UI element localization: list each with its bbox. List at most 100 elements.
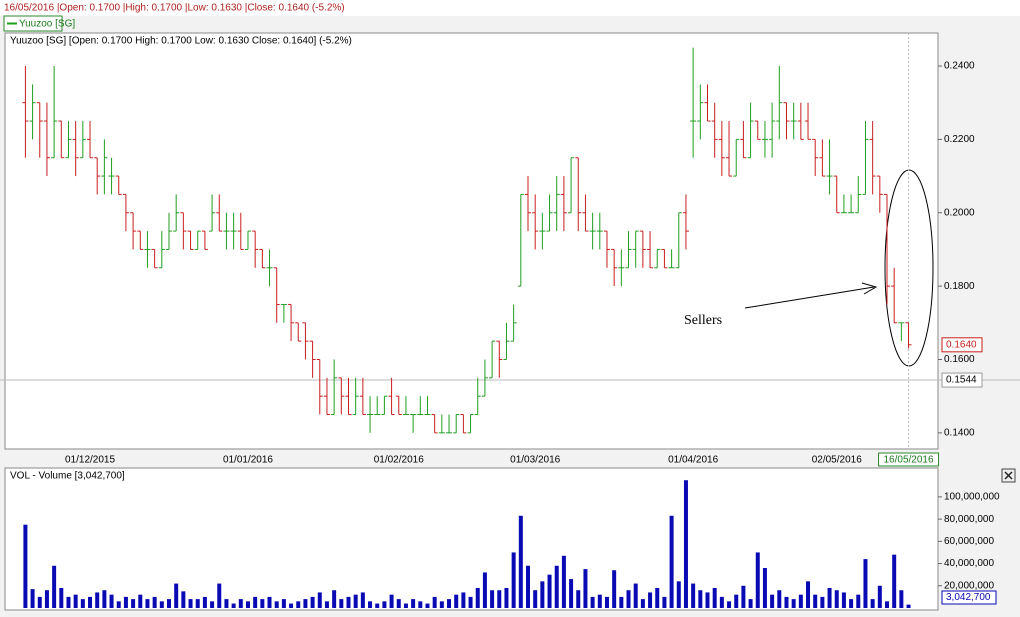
volume-bar: [482, 572, 487, 608]
volume-bar: [490, 590, 495, 608]
volume-bar: [281, 599, 286, 608]
volume-bar: [267, 596, 272, 608]
volume-bar: [734, 594, 739, 608]
volume-bar: [648, 592, 653, 608]
volume-bar: [612, 570, 617, 608]
volume-bar: [655, 588, 660, 608]
y-tick-label: 0.1600: [944, 354, 975, 365]
volume-bar: [245, 601, 250, 608]
volume-bar: [461, 592, 466, 608]
y-tick-label: 0.2200: [944, 134, 975, 145]
volume-bar: [475, 588, 480, 608]
x-tick-label: 16/05/2016: [884, 455, 934, 466]
y-tick-label: 20,000,000: [944, 580, 994, 591]
legend-box: [3, 15, 63, 32]
last-price-box: [941, 337, 983, 353]
legend-label: Yuuzoo [SG]: [19, 19, 75, 30]
volume-bar: [798, 594, 803, 608]
x-tick-label: 01/03/2016: [510, 455, 560, 466]
volume-bar: [360, 592, 365, 608]
volume-bar: [73, 594, 78, 608]
volume-bar: [210, 601, 215, 608]
volume-bar: [547, 574, 552, 608]
volume-bar: [784, 596, 789, 608]
volume-bar: [856, 594, 861, 608]
volume-bar: [447, 599, 452, 608]
volume-bar: [863, 559, 868, 608]
volume-bar: [590, 596, 595, 608]
volume-bar: [382, 601, 387, 608]
volume-bar: [109, 594, 114, 608]
volume-title: VOL - Volume [3,042,700]: [10, 471, 125, 482]
volume-bar: [188, 599, 193, 608]
volume-bar: [317, 592, 322, 608]
volume-bar: [683, 480, 688, 608]
volume-bar: [37, 596, 42, 608]
header-bar: [0, 0, 1020, 16]
volume-bar: [583, 569, 588, 608]
volume-bar: [418, 601, 423, 608]
close-icon[interactable]: [1004, 471, 1013, 480]
x-cursor-box: [878, 452, 940, 467]
volume-bar: [518, 515, 523, 608]
volume-bar: [899, 590, 904, 608]
volume-bar: [597, 594, 602, 608]
volume-bar: [432, 596, 437, 608]
y-tick-label: 0.2400: [944, 61, 975, 72]
volume-bar: [202, 596, 207, 608]
volume-bar: [52, 565, 57, 608]
volume-bar: [339, 599, 344, 608]
last-volume-box: [941, 590, 997, 605]
volume-bar: [289, 603, 294, 608]
volume-bar: [332, 590, 337, 608]
volume-bar: [719, 596, 724, 608]
volume-bar: [705, 592, 710, 608]
volume-bar: [231, 603, 236, 608]
volume-bar: [712, 588, 717, 608]
volume-bar: [554, 565, 559, 608]
volume-bar: [777, 590, 782, 608]
volume-bar: [662, 596, 667, 608]
volume-bar: [619, 596, 624, 608]
volume-bar: [95, 592, 100, 608]
volume-bar: [820, 596, 825, 608]
volume-bar: [159, 601, 164, 608]
x-tick-label: 01/04/2016: [668, 455, 718, 466]
volume-bar: [145, 599, 150, 608]
volume-bar: [116, 601, 121, 608]
volume-bar: [195, 599, 200, 608]
volume-bar: [727, 601, 732, 608]
volume-bar: [425, 603, 430, 608]
volume-bar: [626, 590, 631, 608]
volume-bar: [439, 601, 444, 608]
volume-bar: [698, 590, 703, 608]
volume-bar: [877, 585, 882, 608]
volume-bar: [353, 594, 358, 608]
volume-bar: [30, 589, 35, 608]
volume-bar: [181, 591, 186, 608]
volume-bar: [755, 552, 760, 608]
annotation-arrow: [744, 286, 875, 309]
volume-panel: [4, 467, 939, 611]
price-panel: [4, 32, 939, 450]
volume-bar: [827, 588, 832, 608]
y-tick-label: 100,000,000: [944, 492, 1000, 503]
volume-bar: [841, 592, 846, 608]
volume-bar: [870, 599, 875, 608]
volume-bar: [762, 568, 767, 608]
header-text: 16/05/2016 |Open: 0.1700 |High: 0.1700 |…: [4, 3, 345, 14]
volume-bar: [633, 583, 638, 608]
price-title: Yuuzoo [SG] [Open: 0.1700 High: 0.1700 L…: [10, 36, 352, 47]
x-tick-label: 01/02/2016: [374, 455, 424, 466]
volume-bar: [885, 601, 889, 608]
marks: 0.1400 0.1600 0.1800 0.2000 0.2200 0.2400 01/1…: [0, 33, 1020, 608]
y-tick-label: 0.1800: [944, 281, 975, 292]
y-tick-label: 0.2000: [944, 207, 975, 218]
volume-bar: [23, 524, 28, 608]
y-tick-label: 80,000,000: [944, 514, 994, 525]
y-tick-label: 40,000,000: [944, 558, 994, 569]
volume-bar: [102, 590, 107, 608]
volume-bar: [906, 604, 911, 608]
volume-bar: [892, 554, 897, 608]
